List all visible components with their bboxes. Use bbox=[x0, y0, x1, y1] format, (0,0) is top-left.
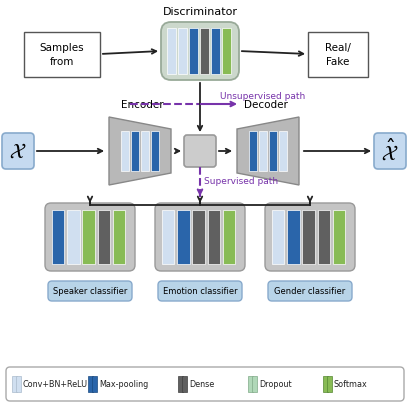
Text: Speaker classifier: Speaker classifier bbox=[53, 287, 127, 296]
Bar bbox=[322, 376, 327, 392]
Text: Max-pooling: Max-pooling bbox=[99, 380, 148, 389]
Bar bbox=[222, 211, 235, 264]
Text: Softmax: Softmax bbox=[333, 380, 367, 389]
Bar bbox=[286, 211, 299, 264]
FancyBboxPatch shape bbox=[184, 136, 216, 168]
Text: Supervised path: Supervised path bbox=[204, 177, 277, 186]
Text: Fake: Fake bbox=[326, 57, 349, 67]
FancyBboxPatch shape bbox=[157, 281, 241, 301]
Bar bbox=[151, 132, 159, 172]
Bar bbox=[278, 132, 286, 172]
Bar bbox=[16, 376, 21, 392]
FancyBboxPatch shape bbox=[48, 281, 132, 301]
Bar bbox=[131, 132, 139, 172]
Bar bbox=[166, 29, 175, 75]
Bar bbox=[12, 376, 17, 392]
FancyBboxPatch shape bbox=[45, 204, 135, 271]
FancyBboxPatch shape bbox=[2, 134, 34, 170]
Bar bbox=[258, 132, 267, 172]
Bar bbox=[192, 211, 204, 264]
Text: Gender classifier: Gender classifier bbox=[274, 287, 345, 296]
Text: Decoder: Decoder bbox=[243, 100, 287, 110]
Bar bbox=[211, 29, 220, 75]
FancyBboxPatch shape bbox=[155, 204, 245, 271]
Text: Dropout: Dropout bbox=[258, 380, 291, 389]
Polygon shape bbox=[109, 118, 171, 186]
Bar bbox=[92, 376, 97, 392]
Text: Unsupervised path: Unsupervised path bbox=[220, 92, 305, 101]
Bar bbox=[82, 211, 94, 264]
Bar bbox=[252, 376, 256, 392]
Bar bbox=[162, 211, 174, 264]
Bar bbox=[52, 211, 64, 264]
Polygon shape bbox=[236, 118, 298, 186]
Bar bbox=[178, 376, 182, 392]
Bar bbox=[207, 211, 220, 264]
FancyBboxPatch shape bbox=[373, 134, 405, 170]
Bar bbox=[326, 376, 331, 392]
FancyBboxPatch shape bbox=[267, 281, 351, 301]
Bar bbox=[182, 376, 187, 392]
Bar bbox=[24, 32, 100, 77]
Bar bbox=[121, 132, 129, 172]
Bar bbox=[302, 211, 314, 264]
Bar bbox=[67, 211, 79, 264]
Text: Dense: Dense bbox=[189, 380, 214, 389]
Bar bbox=[307, 32, 367, 77]
Text: $\hat{\mathcal{X}}$: $\hat{\mathcal{X}}$ bbox=[380, 139, 398, 165]
Bar bbox=[88, 376, 93, 392]
Text: Conv+BN+ReLU: Conv+BN+ReLU bbox=[23, 380, 88, 389]
Bar bbox=[112, 211, 125, 264]
Bar bbox=[178, 29, 187, 75]
Bar bbox=[200, 29, 209, 75]
FancyBboxPatch shape bbox=[264, 204, 354, 271]
Bar bbox=[189, 29, 198, 75]
FancyBboxPatch shape bbox=[161, 23, 238, 81]
FancyBboxPatch shape bbox=[6, 367, 403, 401]
Bar bbox=[97, 211, 110, 264]
Text: from: from bbox=[49, 57, 74, 67]
Bar bbox=[268, 132, 276, 172]
Bar bbox=[317, 211, 329, 264]
Text: Real/: Real/ bbox=[324, 43, 350, 53]
Bar bbox=[247, 376, 252, 392]
Bar bbox=[141, 132, 149, 172]
Bar bbox=[271, 211, 284, 264]
Bar bbox=[248, 132, 256, 172]
Text: Discriminator: Discriminator bbox=[162, 7, 237, 17]
Text: Samples: Samples bbox=[40, 43, 84, 53]
Text: $\mathcal{X}$: $\mathcal{X}$ bbox=[9, 142, 27, 162]
Text: Encoder: Encoder bbox=[120, 100, 163, 110]
Bar bbox=[332, 211, 344, 264]
Bar bbox=[177, 211, 189, 264]
Bar bbox=[221, 29, 230, 75]
Text: Emotion classifier: Emotion classifier bbox=[162, 287, 237, 296]
